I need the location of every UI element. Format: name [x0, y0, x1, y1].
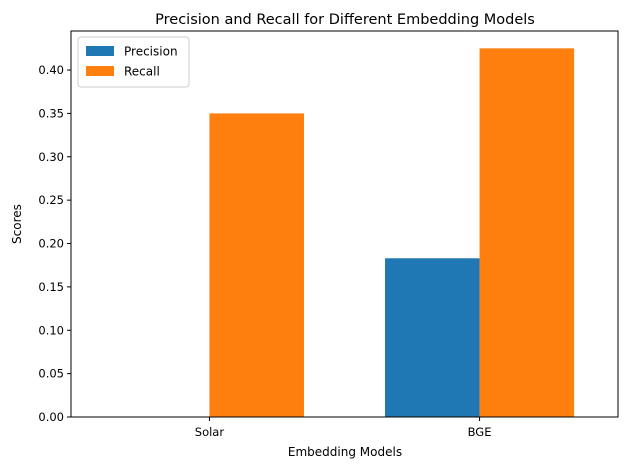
bar-precision-bge: [385, 258, 480, 417]
x-tick-label: BGE: [468, 425, 492, 439]
legend-label-recall: Recall: [124, 65, 160, 79]
bar-recall-bge: [479, 48, 575, 417]
y-tick-label: 0.35: [38, 106, 64, 120]
x-tick-label: Solar: [195, 425, 225, 439]
legend-swatch-precision: [86, 46, 114, 56]
y-tick-label: 0.25: [38, 193, 64, 207]
legend: Precision Recall: [77, 36, 190, 88]
x-axis-label: Embedding Models: [288, 445, 402, 459]
bar-recall-solar: [209, 113, 304, 418]
y-tick-label: 0.40: [38, 63, 64, 77]
y-tick-label: 0.15: [38, 280, 64, 294]
y-tick-label: 0.10: [38, 323, 64, 337]
y-tick-label: 0.05: [38, 367, 64, 381]
y-tick-label: 0.30: [38, 150, 64, 164]
y-tick-label: 0.00: [38, 410, 64, 424]
y-axis-label: Scores: [10, 204, 24, 244]
y-tick-label: 0.20: [38, 237, 64, 251]
chart-title: Precision and Recall for Different Embed…: [155, 12, 535, 28]
legend-swatch-recall: [86, 66, 114, 76]
legend-label-precision: Precision: [124, 45, 178, 59]
plot-frame: [70, 30, 619, 418]
